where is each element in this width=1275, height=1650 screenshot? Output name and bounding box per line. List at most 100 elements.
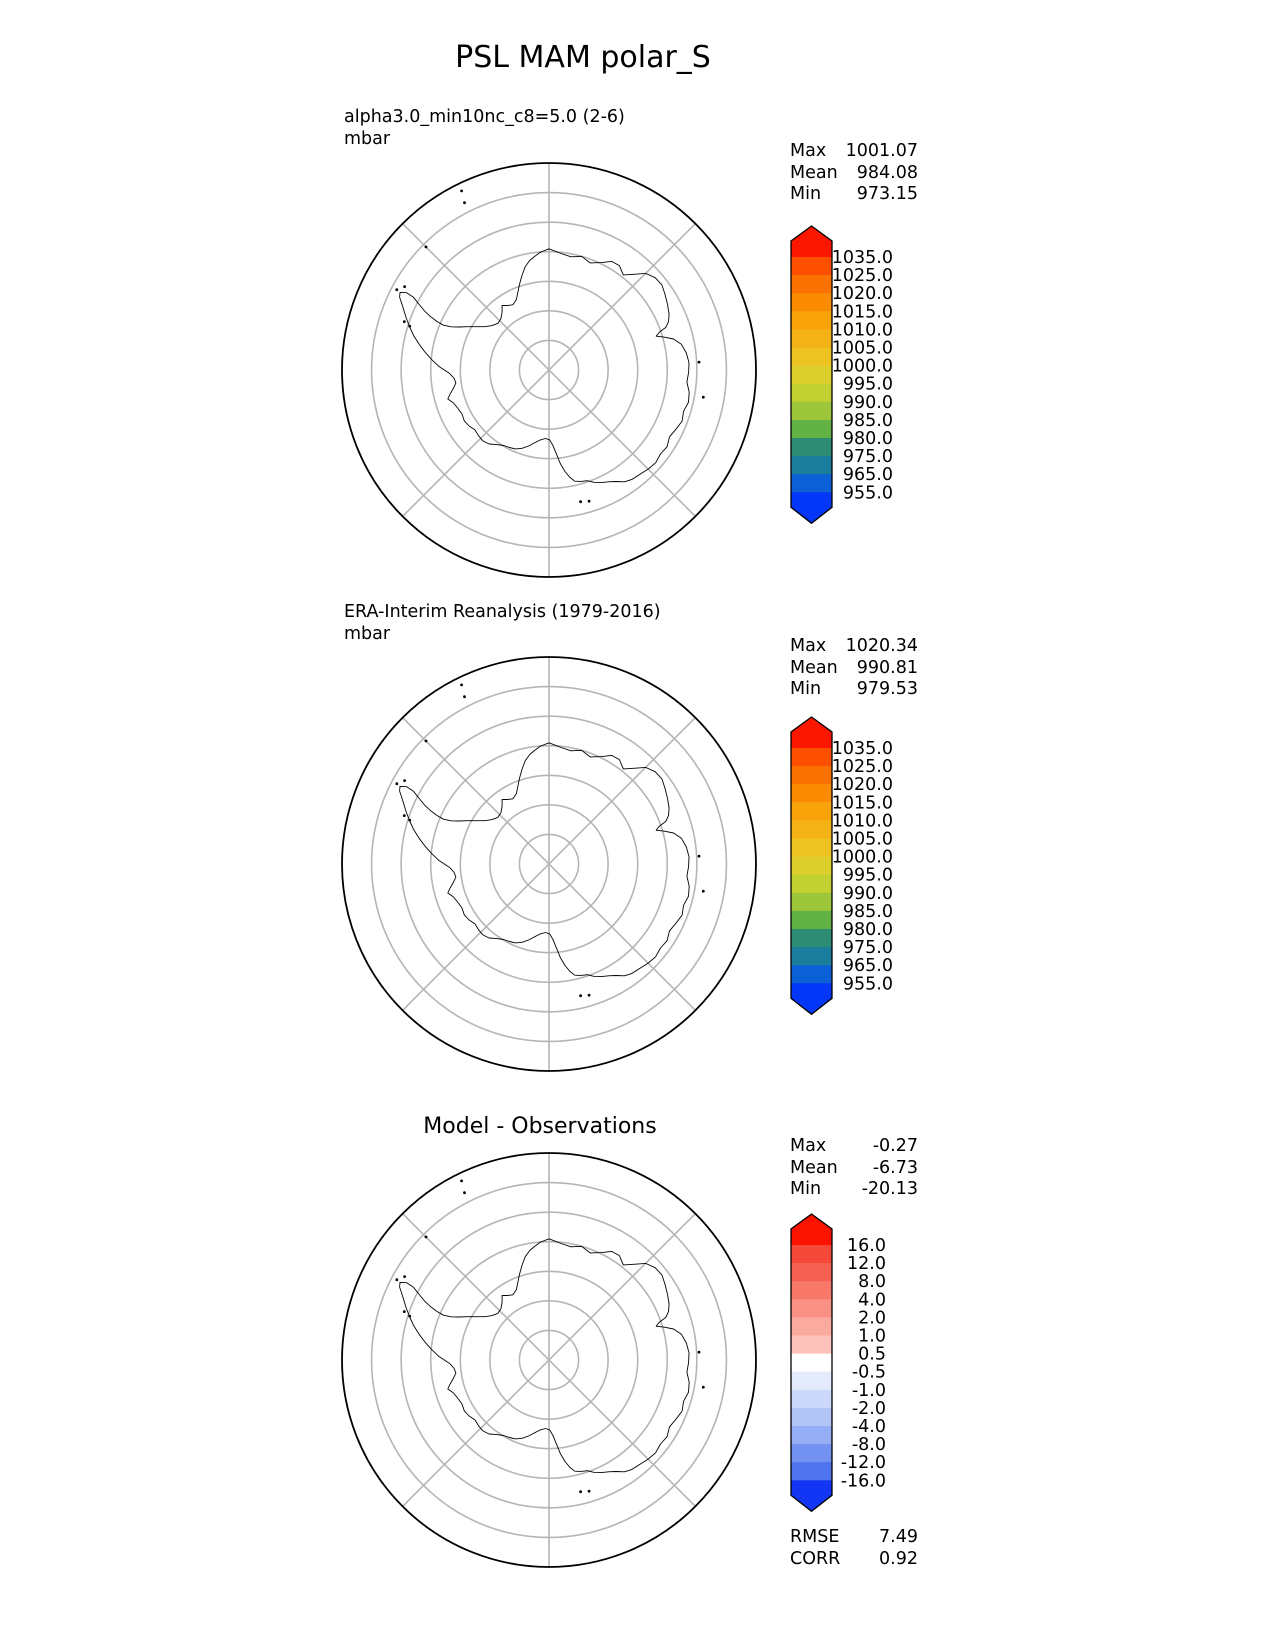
stat-row: Max -0.27 — [790, 1136, 918, 1158]
stats-reference: Max 1020.34 Mean 990.81 Min 979.53 — [790, 636, 918, 701]
stats-difference: Max -0.27 Mean -6.73 Min -20.13 — [790, 1136, 918, 1201]
colorbar-reference: 1035.01025.01020.01015.01010.01005.01000… — [790, 716, 893, 1016]
island-dot — [579, 1490, 582, 1494]
colorbar-band — [791, 929, 832, 948]
colorbar-bands — [791, 1214, 832, 1512]
map-model — [341, 162, 757, 578]
stat-label: Max — [790, 141, 827, 161]
island-dot — [403, 1275, 406, 1278]
colorbar-band — [791, 1407, 832, 1427]
stat-label: Mean — [790, 657, 838, 678]
island-dot — [403, 285, 406, 288]
colorbar-band — [791, 474, 832, 493]
island-dot — [587, 1489, 591, 1493]
stat-label: Mean — [790, 1157, 838, 1178]
island-dot — [408, 324, 412, 328]
metric-label: RMSE — [790, 1527, 840, 1547]
island-dot — [587, 499, 591, 503]
metric-row: RMSE 7.49 — [790, 1527, 918, 1549]
colorbar-tick-label: 965.0 — [843, 465, 893, 485]
island-dot — [460, 189, 463, 193]
map-boundary-circle — [341, 162, 757, 578]
colorbar-tick-label: 955.0 — [843, 974, 893, 994]
colorbar-band — [791, 275, 832, 294]
island-dot — [697, 854, 701, 858]
stat-value: 973.15 — [856, 184, 918, 204]
metric-value: 7.49 — [879, 1527, 918, 1547]
stat-value: 979.53 — [856, 679, 918, 699]
colorbar-band — [791, 874, 832, 894]
panel-model-header: alpha3.0_min10nc_c8=5.0 (2-6) mbar — [344, 106, 625, 150]
colorbar-band — [791, 766, 832, 785]
colorbar-tick-label: -0.5 — [852, 1363, 886, 1383]
colorbar-band — [791, 1353, 832, 1373]
map-boundary-circle — [341, 656, 757, 1072]
island-dot — [697, 1350, 701, 1354]
stat-value: 1020.34 — [845, 636, 918, 656]
colorbar-band — [791, 383, 832, 403]
stat-label: Max — [790, 1136, 827, 1156]
colorbar-bands — [791, 717, 832, 1015]
colorbar-tick-label: -16.0 — [841, 1471, 886, 1491]
colorbar-tick-label: 1035.0 — [832, 248, 893, 268]
stat-value: 990.81 — [856, 657, 918, 678]
colorbar-band — [791, 1444, 832, 1463]
colorbar-tick-label: 995.0 — [843, 375, 893, 395]
colorbar-outline — [790, 225, 833, 525]
colorbar-tick-label: 965.0 — [843, 956, 893, 976]
map-reference — [341, 656, 757, 1072]
colorbar-below-band — [791, 1480, 832, 1512]
island-dot — [402, 320, 406, 323]
colorbar-band — [791, 257, 832, 276]
colorbar-outline — [790, 1213, 833, 1513]
meridian-line — [402, 1213, 696, 1507]
island-dot — [395, 1278, 399, 1282]
colorbar-tick-label: 995.0 — [843, 866, 893, 886]
island-dot — [395, 782, 399, 786]
colorbar-tick-label: 1015.0 — [832, 793, 893, 813]
map-gridlines — [370, 163, 728, 577]
island-dot — [402, 814, 406, 817]
colorbar-band — [791, 365, 832, 385]
metrics-difference: RMSE 7.49 CORR 0.92 — [790, 1527, 918, 1570]
island-dot — [463, 695, 466, 699]
colorbar-band — [791, 293, 832, 312]
stat-row: Max 1001.07 — [790, 141, 918, 163]
colorbar-tick-label: -4.0 — [852, 1417, 886, 1437]
colorbar-band — [791, 784, 832, 803]
colorbar-outline — [790, 716, 833, 1016]
colorbar-band — [791, 1245, 832, 1264]
colorbar-band — [791, 1335, 832, 1355]
colorbar-band — [791, 456, 832, 475]
colorbar-band — [791, 347, 832, 367]
colorbar-tick-label: 1010.0 — [832, 320, 893, 340]
panel-reference-subtitle: ERA-Interim Reanalysis (1979-2016) — [344, 602, 661, 622]
colorbar-tick-label: 1000.0 — [832, 357, 893, 377]
island-dot — [697, 360, 701, 364]
island-dot — [701, 1385, 705, 1389]
map-gridlines — [370, 657, 728, 1071]
colorbar-band — [791, 401, 832, 421]
colorbar-band — [791, 1317, 832, 1336]
stat-row: Max 1020.34 — [790, 636, 918, 658]
panel-difference-title: Model - Observations — [423, 1114, 657, 1139]
map-difference — [341, 1152, 757, 1568]
colorbar-tick-label: -2.0 — [852, 1399, 886, 1419]
island-dot — [408, 1314, 412, 1318]
stat-label: Min — [790, 679, 822, 699]
stat-value: 1001.07 — [845, 141, 918, 161]
colorbar-band — [791, 965, 832, 984]
colorbar-tick-label: -8.0 — [852, 1435, 886, 1455]
island-dot — [579, 500, 582, 504]
island-dots — [395, 1179, 705, 1494]
stat-label: Min — [790, 1179, 822, 1199]
island-dot — [395, 288, 399, 292]
colorbar-tick-label: 12.0 — [847, 1254, 886, 1274]
antarctica-coastline — [399, 248, 690, 484]
colorbar-band — [791, 311, 832, 330]
colorbar-tick-label: 975.0 — [843, 447, 893, 467]
stat-value: -20.13 — [861, 1179, 918, 1199]
colorbar-tick-labels: 1035.01025.01020.01015.01010.01005.01000… — [832, 739, 893, 994]
antarctica-coastline — [399, 1238, 690, 1474]
map-boundary-circle — [341, 1152, 757, 1568]
